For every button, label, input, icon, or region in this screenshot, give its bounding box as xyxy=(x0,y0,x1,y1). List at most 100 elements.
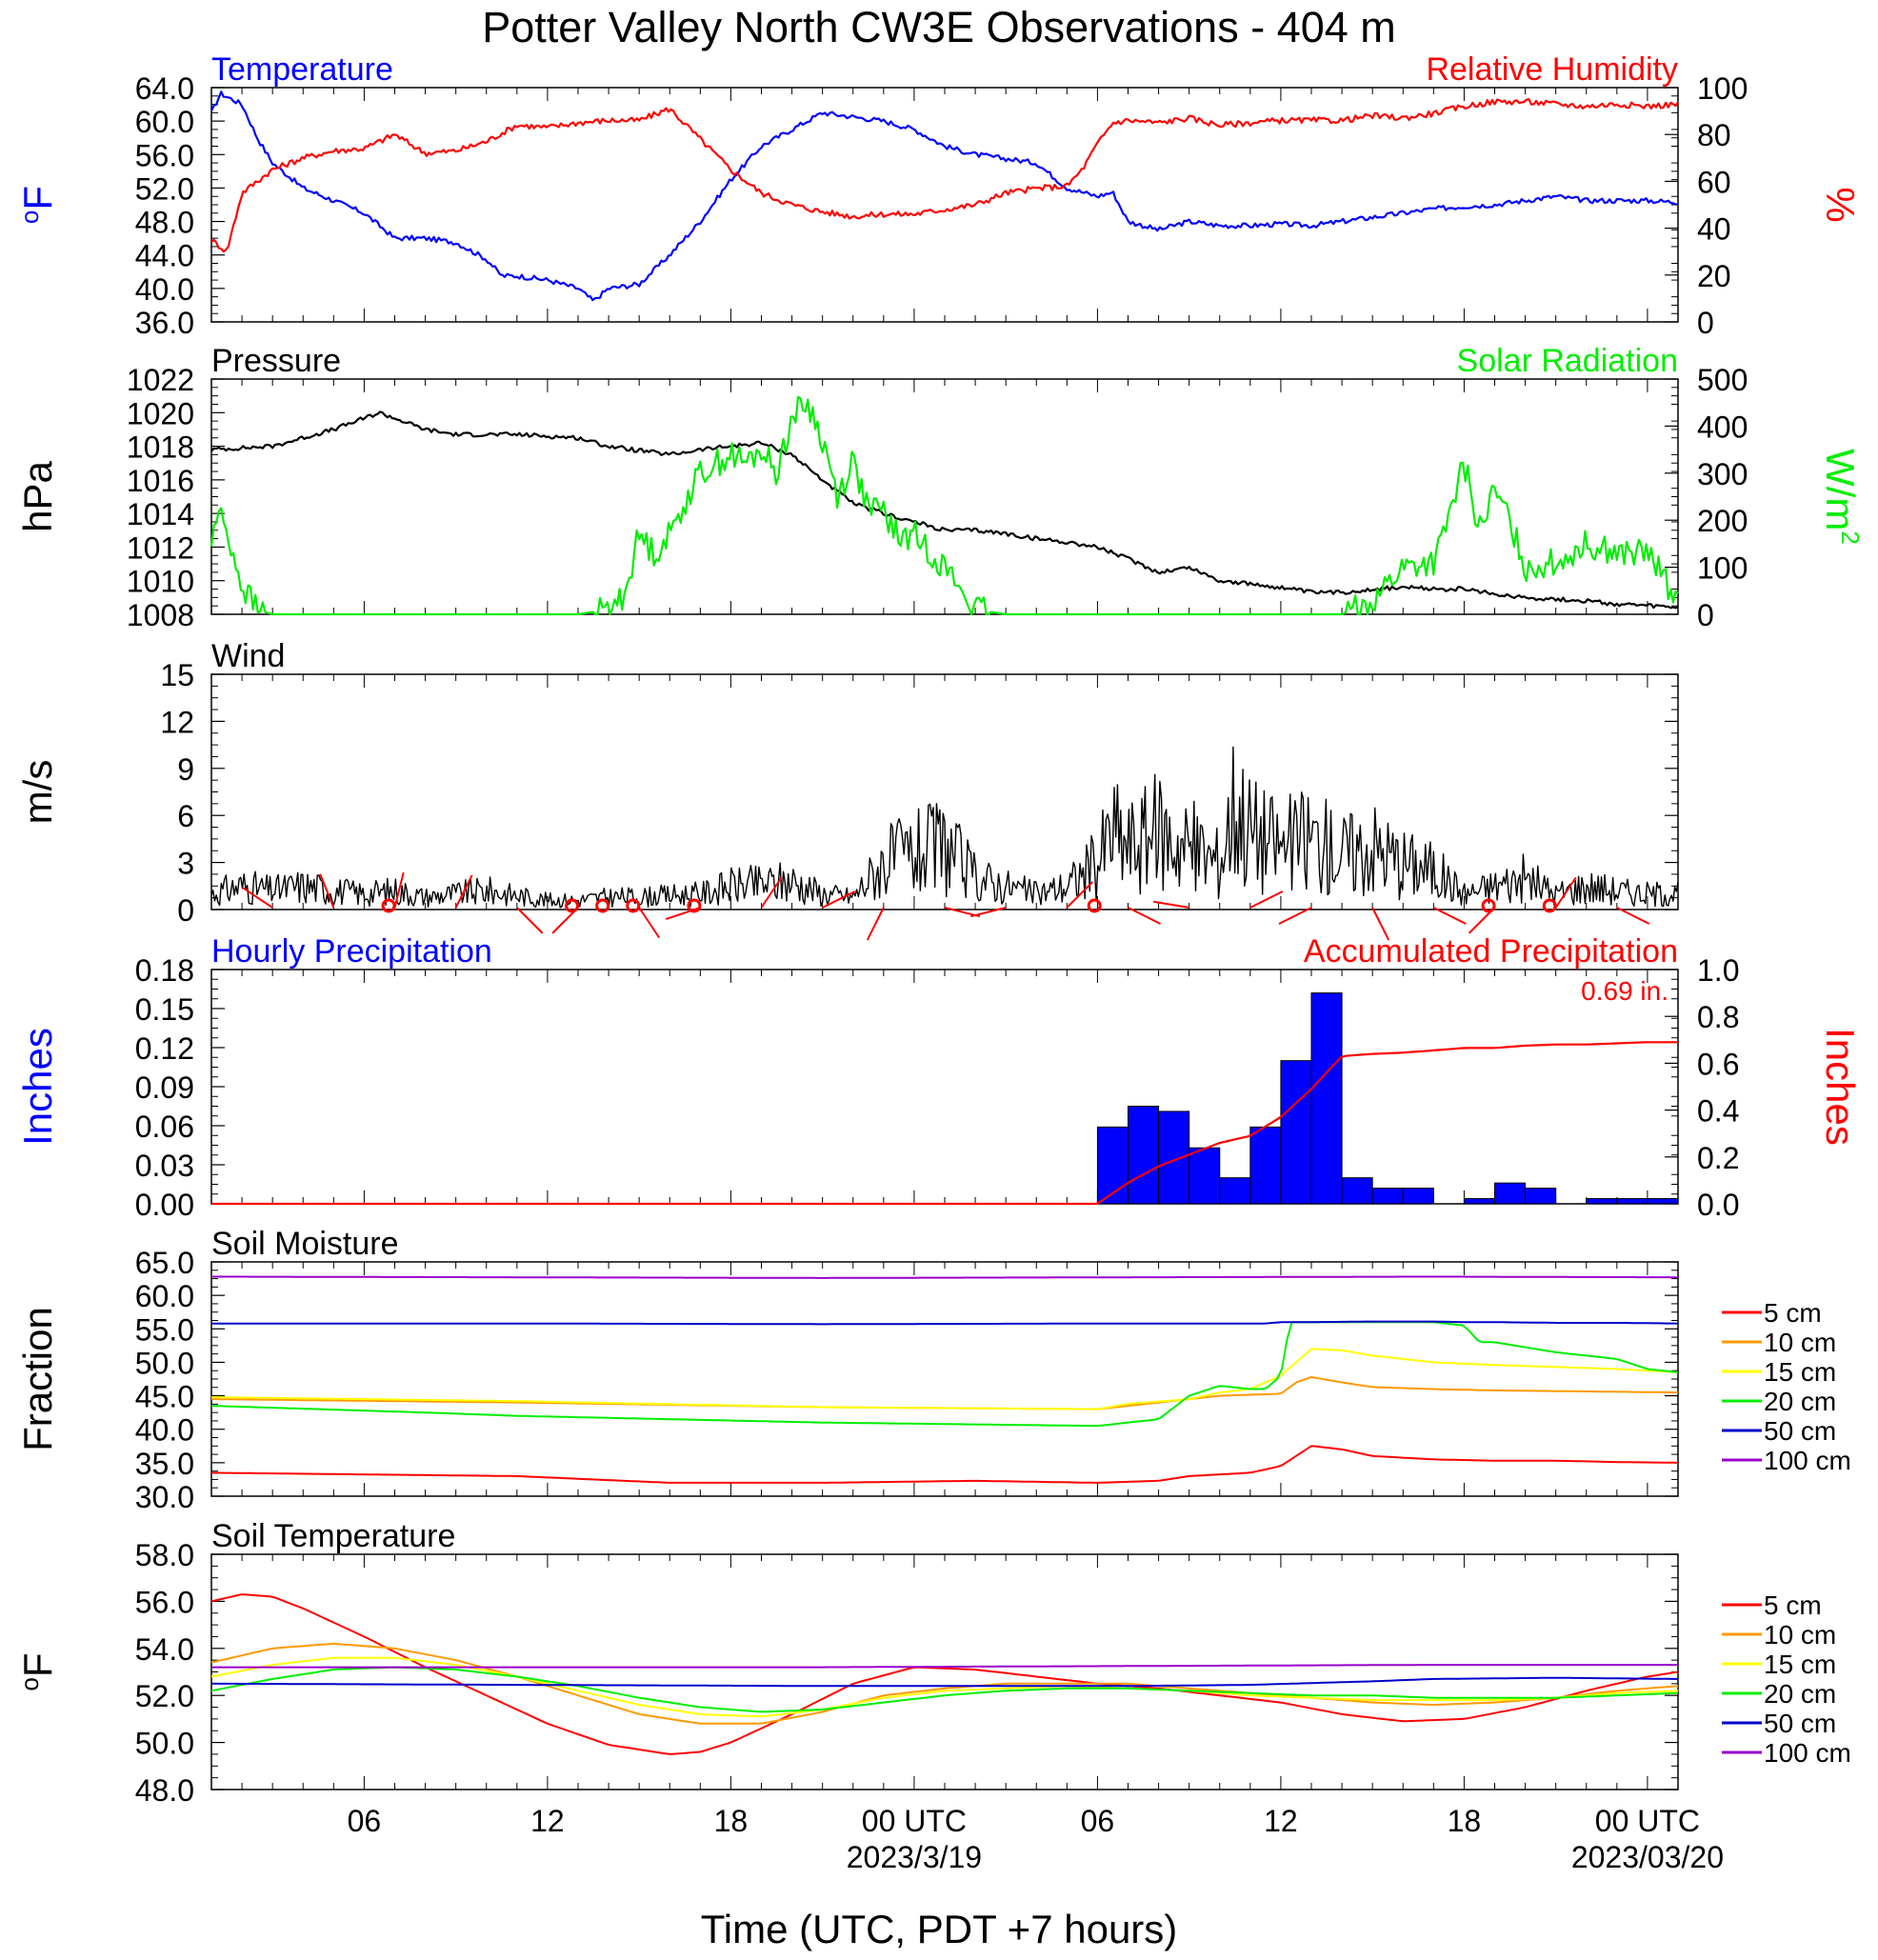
y-tick-label: 65.0 xyxy=(135,1246,194,1280)
y-axis-label-right: % xyxy=(1818,187,1863,222)
figure-title: Potter Valley North CW3E Observations - … xyxy=(482,3,1396,51)
wind-barb xyxy=(665,907,701,920)
panel-title-left: Wind xyxy=(211,638,285,674)
y-right-tick-label: 400 xyxy=(1697,410,1748,444)
y-tick-label: 44.0 xyxy=(135,239,194,273)
wind-barb xyxy=(1278,907,1312,925)
y-right-tick-label: 0.6 xyxy=(1697,1047,1739,1081)
series-line-100-cm xyxy=(211,1275,1678,1279)
legend-label: 5 cm xyxy=(1764,1590,1822,1620)
wind-barb xyxy=(1371,907,1390,941)
y-tick-label: 64.0 xyxy=(135,71,194,106)
legend-label: 15 cm xyxy=(1764,1357,1836,1387)
precip-bar xyxy=(1280,1060,1312,1205)
x-tick-label: 06 xyxy=(1081,1804,1115,1838)
x-tick-date-label: 2023/3/19 xyxy=(847,1840,982,1874)
y-right-tick-label: 0 xyxy=(1697,306,1714,340)
wind-barb xyxy=(241,887,273,909)
y-right-tick-label: 80 xyxy=(1697,118,1731,152)
panel-soil_temperature: 58.0 56.0 54.0 52.0 50.0 48.0 Soil Temperature… xyxy=(15,1518,1851,1808)
series-line-5-cm xyxy=(210,1445,1679,1484)
precip-bar xyxy=(1586,1198,1618,1205)
y-tick-label: 56.0 xyxy=(135,1585,194,1619)
panel-title-left: Soil Temperature xyxy=(211,1518,455,1554)
y-tick-label: 0 xyxy=(177,893,194,928)
series-line-20-cm xyxy=(210,1321,1679,1428)
series-line-10-cm xyxy=(210,1642,1679,1725)
wind-barb xyxy=(393,871,405,909)
y-tick-label: 58.0 xyxy=(135,1538,194,1572)
panel-title-left: Soil Moisture xyxy=(211,1226,399,1262)
plot-frame xyxy=(210,673,1679,910)
precip-bar xyxy=(1341,1177,1373,1205)
y-tick-label: 55.0 xyxy=(135,1312,194,1347)
y-right-tick-label: 40 xyxy=(1697,212,1731,247)
precip-bar xyxy=(1128,1106,1160,1205)
precip-bar xyxy=(1219,1177,1251,1205)
plot-frame xyxy=(210,969,1679,1205)
series-line-50-cm xyxy=(210,1676,1678,1688)
y-tick-label: 0.06 xyxy=(135,1110,194,1144)
series-line-wind xyxy=(210,746,1679,909)
panel-title-right: Accumulated Precipitation xyxy=(1304,933,1678,970)
y-right-tick-label: 0.4 xyxy=(1697,1094,1739,1129)
panel-wind: 15 12 9 6 3 0 Wind m/s xyxy=(15,638,1679,941)
y-tick-label: 60.0 xyxy=(135,105,194,139)
legend-label: 50 cm xyxy=(1764,1709,1836,1738)
accumulated-total-label: 0.69 in. xyxy=(1581,976,1668,1006)
wind-barb xyxy=(822,890,856,909)
y-tick-label: 1014 xyxy=(127,497,194,531)
plot-frame xyxy=(210,1261,1679,1497)
y-right-tick-label: 60 xyxy=(1697,165,1731,199)
panel-precipitation: 0.18 0.15 0.12 0.09 0.06 0.03 0.00 1.0 0.8 0.6 0.4… xyxy=(15,933,1863,1222)
precip-bar xyxy=(1249,1126,1282,1205)
y-tick-label: 1010 xyxy=(127,565,194,599)
y-axis-label-left: hPa xyxy=(15,460,60,531)
precip-bar xyxy=(1647,1198,1679,1205)
x-axis-label: Time (UTC, PDT +7 hours) xyxy=(701,1907,1178,1951)
precip-bar xyxy=(1189,1147,1221,1205)
y-axis-label-right: Inches xyxy=(1818,1028,1863,1146)
y-tick-label: 15 xyxy=(160,658,194,692)
y-tick-label: 0.00 xyxy=(135,1188,194,1222)
y-axis-label-left: oF xyxy=(15,1652,60,1690)
y-right-tick-label: 20 xyxy=(1697,259,1731,293)
y-tick-label: 0.12 xyxy=(135,1031,194,1066)
y-tick-label: 1022 xyxy=(127,363,194,397)
y-tick-label: 40.0 xyxy=(135,272,194,307)
y-right-tick-label: 1.0 xyxy=(1697,953,1739,988)
plot-frame xyxy=(210,1553,1679,1790)
y-tick-label: 12 xyxy=(160,705,194,739)
y-tick-label: 1018 xyxy=(127,430,194,465)
precip-bar xyxy=(1525,1188,1557,1205)
y-tick-label: 48.0 xyxy=(135,1773,194,1808)
y-tick-label: 0.09 xyxy=(135,1070,194,1105)
y-tick-label: 54.0 xyxy=(135,1632,194,1667)
panels: 64.060.056.052.048.044.040.036.010080604… xyxy=(15,51,1865,1808)
y-tick-label: 0.15 xyxy=(135,992,194,1027)
y-right-tick-label: 100 xyxy=(1697,71,1748,106)
y-axis-label-left: Inches xyxy=(15,1028,60,1146)
y-tick-label: 35.0 xyxy=(135,1447,194,1481)
y-tick-label: 1012 xyxy=(127,530,194,565)
wind-barb xyxy=(638,907,661,939)
wind-barb xyxy=(866,907,885,941)
y-axis-label-left: oF xyxy=(15,186,60,224)
x-tick-label: 18 xyxy=(714,1804,749,1838)
y-axis-label-right: W/m2 xyxy=(1818,449,1865,545)
y-right-tick-label: 0.0 xyxy=(1697,1188,1739,1222)
plot-frame xyxy=(210,87,1679,323)
calm-wind-circle xyxy=(1087,898,1102,913)
series-line-50-cm xyxy=(211,1320,1679,1326)
x-tick-label: 00 UTC xyxy=(1595,1804,1700,1838)
y-tick-label: 9 xyxy=(177,752,194,787)
series-line-15-cm xyxy=(211,1348,1679,1410)
legend-label: 100 cm xyxy=(1764,1446,1851,1475)
panel-title-right: Solar Radiation xyxy=(1457,343,1678,379)
wind-barb xyxy=(1432,907,1467,925)
y-right-tick-label: 100 xyxy=(1697,551,1748,586)
series-line-10-cm xyxy=(211,1375,1679,1410)
